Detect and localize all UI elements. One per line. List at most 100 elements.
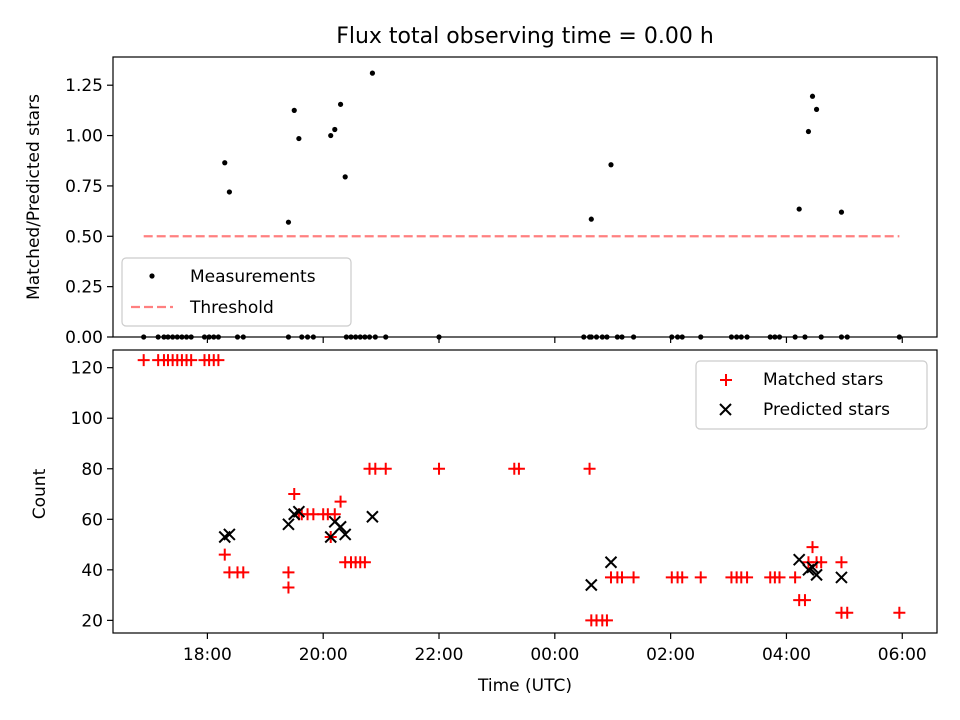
measurement-point — [285, 219, 292, 225]
matched-star-point — [841, 606, 854, 619]
predicted-star-point — [334, 520, 347, 534]
matched-star-point — [694, 571, 707, 584]
matched-star-point — [835, 556, 848, 569]
matched-star-point — [773, 571, 786, 584]
x-tick-label: 00:00 — [530, 645, 579, 665]
legend-predicted-label: Predicted stars — [763, 400, 890, 420]
matched-star-point — [798, 594, 811, 607]
matched-star-point — [600, 614, 613, 627]
predicted-star-point — [338, 528, 352, 541]
predicted-star-point — [792, 553, 806, 566]
matched-star-point — [806, 541, 819, 554]
measurement-point — [222, 160, 228, 166]
y-tick-label: 0.75 — [65, 177, 103, 197]
measurement-point — [342, 174, 348, 180]
matched-star-point — [741, 571, 754, 584]
x-tick-label: 18:00 — [183, 645, 232, 665]
matched-star-point — [512, 462, 525, 475]
count-panel: Time (UTC) Count 20 40 60 80 100 120 18:00 20:… — [30, 349, 938, 696]
x-tick-label: 04:00 — [762, 645, 811, 665]
measurement-point — [328, 132, 334, 139]
measurement-point — [608, 162, 614, 168]
measurement-point — [291, 107, 297, 113]
count-legend: Matched stars Predicted stars — [695, 360, 928, 430]
predicted-star-point — [366, 510, 379, 523]
y-tick-label: 1.25 — [65, 76, 103, 96]
measurement-point — [838, 209, 845, 215]
matched-star-point — [282, 566, 295, 579]
predicted-star-point — [282, 518, 295, 531]
legend-matched-marker — [720, 374, 732, 386]
ratio-y-axis-label: Matched/Predicted stars — [24, 94, 44, 300]
ratio-legend: Measurements Threshold — [121, 257, 352, 327]
count-legend-box — [695, 360, 928, 430]
legend-predicted-marker — [719, 403, 732, 416]
matched-star-point — [237, 566, 250, 579]
legend-threshold-label: Threshold — [189, 298, 274, 318]
matched-stars-points — [137, 354, 906, 627]
measurement-point — [337, 101, 344, 107]
predicted-star-point — [292, 505, 306, 518]
matched-star-point — [433, 462, 446, 475]
ratio-panel: Flux total observing time = 0.00 h Match… — [24, 24, 938, 348]
predicted-star-point — [806, 561, 819, 574]
y-tick-label: 100 — [71, 409, 103, 429]
predicted-star-point — [604, 556, 618, 569]
matched-star-point — [218, 548, 231, 561]
legend-measurements-label: Measurements — [190, 267, 316, 287]
y-tick-label: 120 — [71, 359, 103, 379]
matched-star-point — [369, 462, 382, 475]
x-tick-label: 22:00 — [415, 645, 464, 665]
matched-star-point — [676, 571, 689, 584]
matched-star-point — [893, 606, 906, 619]
x-tick-label: 06:00 — [878, 645, 927, 665]
predicted-star-point — [835, 571, 848, 584]
measurement-point — [809, 93, 816, 99]
chart-title: Flux total observing time = 0.00 h — [336, 24, 714, 49]
matched-star-point — [789, 571, 802, 584]
matched-star-point — [185, 354, 198, 367]
measurement-point — [805, 128, 812, 135]
y-tick-label: 0.00 — [65, 328, 103, 348]
ratio-y-ticks: 0.00 0.25 0.50 0.75 1.00 1.25 — [65, 76, 113, 348]
matched-star-point — [615, 571, 628, 584]
y-tick-label: 60 — [81, 510, 103, 530]
x-tick-label: 02:00 — [646, 645, 695, 665]
predicted-star-point — [324, 530, 337, 544]
measurement-point — [813, 106, 820, 112]
y-tick-label: 0.25 — [65, 278, 103, 298]
measurement-point — [796, 206, 802, 212]
y-tick-label: 1.00 — [65, 127, 103, 147]
predicted-star-point — [585, 578, 598, 592]
y-tick-label: 20 — [81, 611, 103, 631]
ratio-x-ticks — [206, 337, 903, 343]
measurement-point — [332, 126, 338, 133]
legend-measurements-marker — [149, 273, 155, 279]
predicted-stars-points — [218, 505, 848, 592]
count-panel-frame — [112, 349, 938, 634]
matched-star-point — [328, 508, 341, 521]
matched-star-point — [627, 571, 640, 584]
count-y-ticks: 20 40 60 80 100 120 — [71, 359, 113, 631]
predicted-star-point — [223, 528, 236, 541]
matched-star-point — [137, 354, 150, 367]
matched-star-point — [282, 581, 295, 594]
count-y-axis-label: Count — [30, 468, 50, 519]
matched-star-point — [379, 462, 392, 475]
measurement-point — [588, 216, 594, 222]
ratio-panel-frame — [112, 56, 938, 338]
legend-matched-label: Matched stars — [763, 370, 883, 390]
matched-star-point — [334, 495, 347, 508]
x-tick-label: 20:00 — [299, 645, 348, 665]
matched-star-point — [358, 556, 371, 569]
matched-star-point — [288, 488, 301, 501]
y-tick-label: 0.50 — [65, 227, 103, 247]
measurement-point — [369, 70, 376, 76]
matched-star-point — [212, 354, 225, 367]
x-axis-label: Time (UTC) — [477, 676, 572, 696]
count-x-ticks: 18:00 20:00 22:00 00:00 02:00 04:00 06:00 — [183, 633, 927, 665]
ratio-legend-box — [121, 257, 352, 327]
measurement-point — [226, 189, 232, 195]
predicted-star-point — [810, 568, 823, 582]
